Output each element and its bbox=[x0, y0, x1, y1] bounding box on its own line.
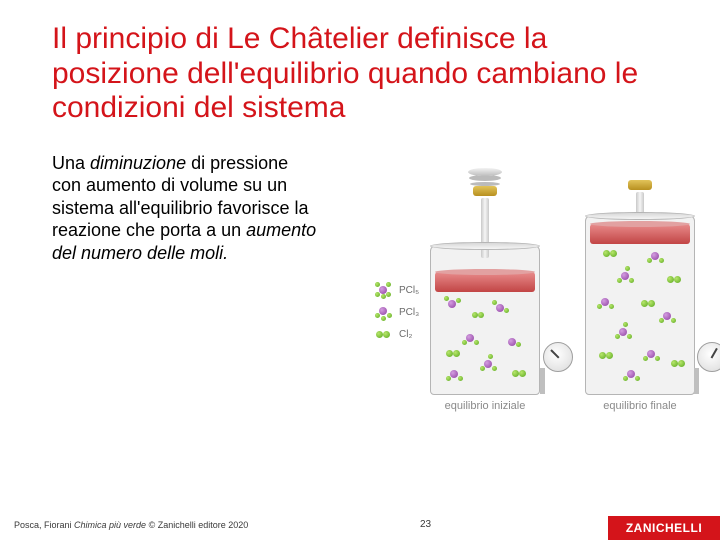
equilibrium-figure: PCl₅ PCl₃ Cl₂ bbox=[375, 190, 705, 440]
legend-label: Cl₂ bbox=[399, 329, 412, 340]
piston bbox=[435, 272, 535, 292]
caption-initial: equilibrio iniziale bbox=[430, 400, 540, 412]
molecule-legend: PCl₅ PCl₃ Cl₂ bbox=[375, 282, 419, 348]
gas-region bbox=[436, 290, 534, 390]
legend-item: PCl₅ bbox=[375, 282, 419, 298]
legend-label: PCl₃ bbox=[399, 307, 419, 318]
slide-title: Il principio di Le Châtelier definisce l… bbox=[0, 0, 720, 126]
gas-region bbox=[591, 242, 689, 390]
legend-item: PCl₃ bbox=[375, 304, 419, 320]
rod-cap bbox=[473, 186, 497, 196]
caption-final: equilibrio finale bbox=[585, 400, 695, 412]
cylinder-final bbox=[585, 215, 695, 395]
legend-label: PCl₅ bbox=[399, 285, 419, 296]
brand-badge: ZANICHELLI bbox=[608, 516, 720, 540]
legend-item: Cl₂ bbox=[375, 326, 419, 342]
page-number: 23 bbox=[420, 519, 431, 530]
piston bbox=[590, 224, 690, 244]
pcl3-icon bbox=[375, 304, 393, 320]
body-paragraph: Una diminuzione di pressione con aumento… bbox=[0, 126, 320, 265]
weight-icon bbox=[468, 168, 502, 176]
pressure-gauge-icon bbox=[543, 342, 573, 372]
pressure-gauge-icon bbox=[697, 342, 720, 372]
rod-cap bbox=[628, 180, 652, 190]
cylinder-initial bbox=[430, 245, 540, 395]
cl2-icon bbox=[375, 326, 393, 342]
pcl5-icon bbox=[375, 282, 393, 298]
footer-citation: Posca, Fiorani Chimica più verde © Zanic… bbox=[14, 520, 248, 530]
